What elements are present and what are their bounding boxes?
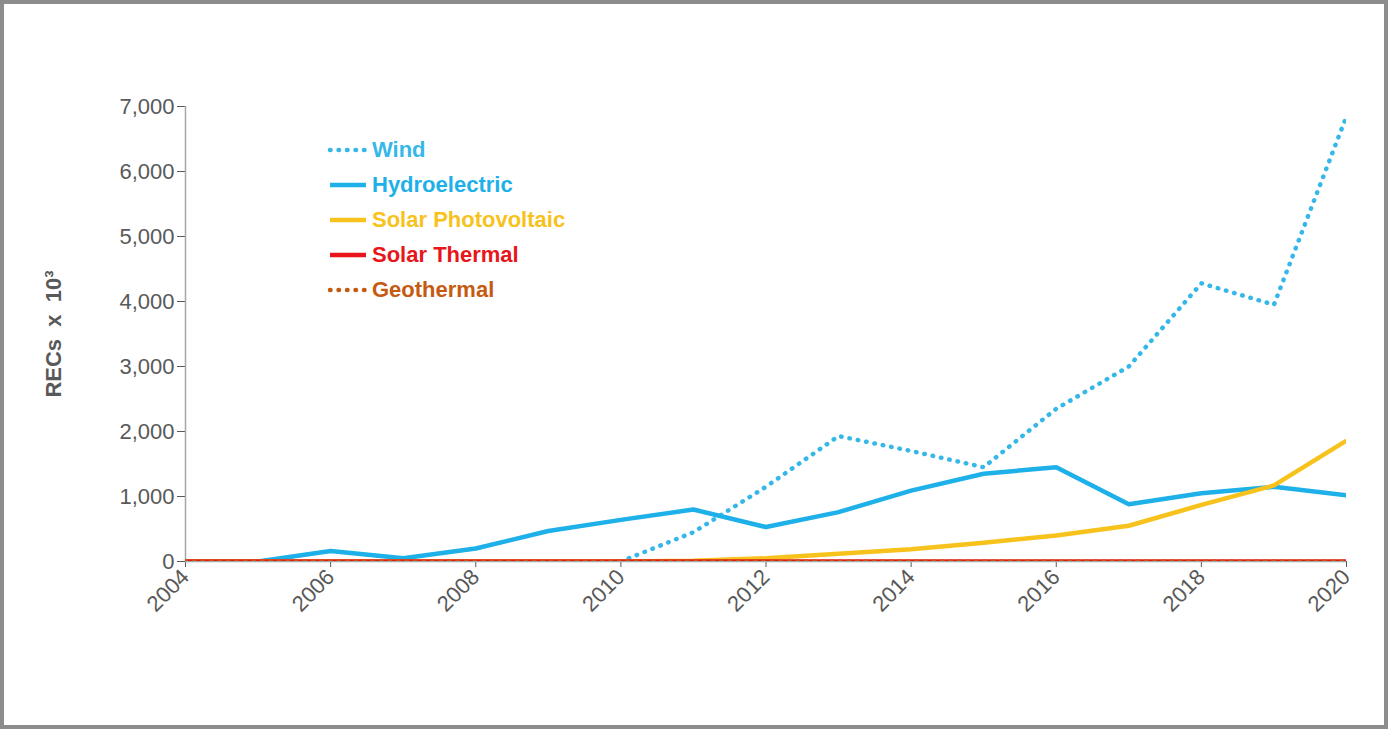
svg-text:1,000: 1,000 [119,484,174,509]
svg-text:RECs x 10³: RECs x 10³ [41,270,66,397]
html-text:Hydroelectric: Hydroelectric [372,171,513,197]
svg-text:2012: 2012 [722,564,774,616]
svg-text:2010: 2010 [577,564,629,616]
html-text:Wind: Wind [372,136,426,162]
svg-text:0: 0 [162,548,175,574]
html-text:Geothermal: Geothermal [372,276,495,302]
svg-text:6,000: 6,000 [119,159,174,184]
html-text:Solar Photovoltaic: Solar Photovoltaic [372,206,566,232]
svg-text:2004: 2004 [142,564,194,616]
svg-text:2008: 2008 [432,564,484,616]
svg-text:2,000: 2,000 [119,419,174,444]
svg-text:2014: 2014 [867,564,919,616]
svg-text:2018: 2018 [1158,564,1210,616]
svg-text:2006: 2006 [287,564,339,616]
svg-text:4,000: 4,000 [119,289,174,314]
svg-text:3,000: 3,000 [119,354,174,379]
html-text:Solar Thermal: Solar Thermal [372,241,519,267]
svg-text:5,000: 5,000 [119,224,174,249]
svg-text:2016: 2016 [1012,564,1064,616]
svg-text:7,000: 7,000 [119,94,174,119]
svg-text:2020: 2020 [1303,564,1355,616]
